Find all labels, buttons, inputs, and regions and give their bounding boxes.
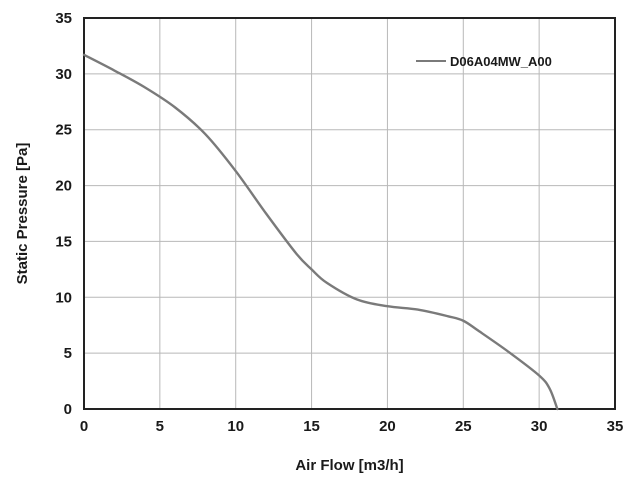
y-tick-label: 30 [55,66,72,83]
tick-labels: 0 5 10 15 20 25 30 35 0 5 10 15 20 25 30 35 [55,10,623,435]
y-tick-label: 25 [55,122,72,139]
y-tick-label: 10 [55,289,72,306]
series-line [82,53,559,411]
legend-label: D06A04MW_A00 [450,54,552,69]
x-tick-label: 25 [455,418,472,435]
y-tick-label: 0 [64,401,72,418]
x-tick-label: 10 [227,418,244,435]
x-tick-label: 0 [80,418,88,435]
x-tick-label: 30 [531,418,548,435]
x-axis-title: Air Flow [m3/h] [295,457,403,474]
legend: D06A04MW_A00 [416,54,552,69]
plot-area [83,17,616,410]
x-tick-label: 20 [379,418,396,435]
grid-lines [84,18,615,409]
y-tick-label: 5 [64,345,72,362]
x-tick-label: 35 [607,418,624,435]
x-tick-label: 15 [303,418,320,435]
y-tick-label: 35 [55,10,72,27]
y-tick-label: 20 [55,178,72,195]
y-tick-label: 15 [55,233,72,250]
series-lines [82,53,559,411]
x-tick-label: 5 [156,418,164,435]
y-axis-title: Static Pressure [Pa] [14,143,31,285]
